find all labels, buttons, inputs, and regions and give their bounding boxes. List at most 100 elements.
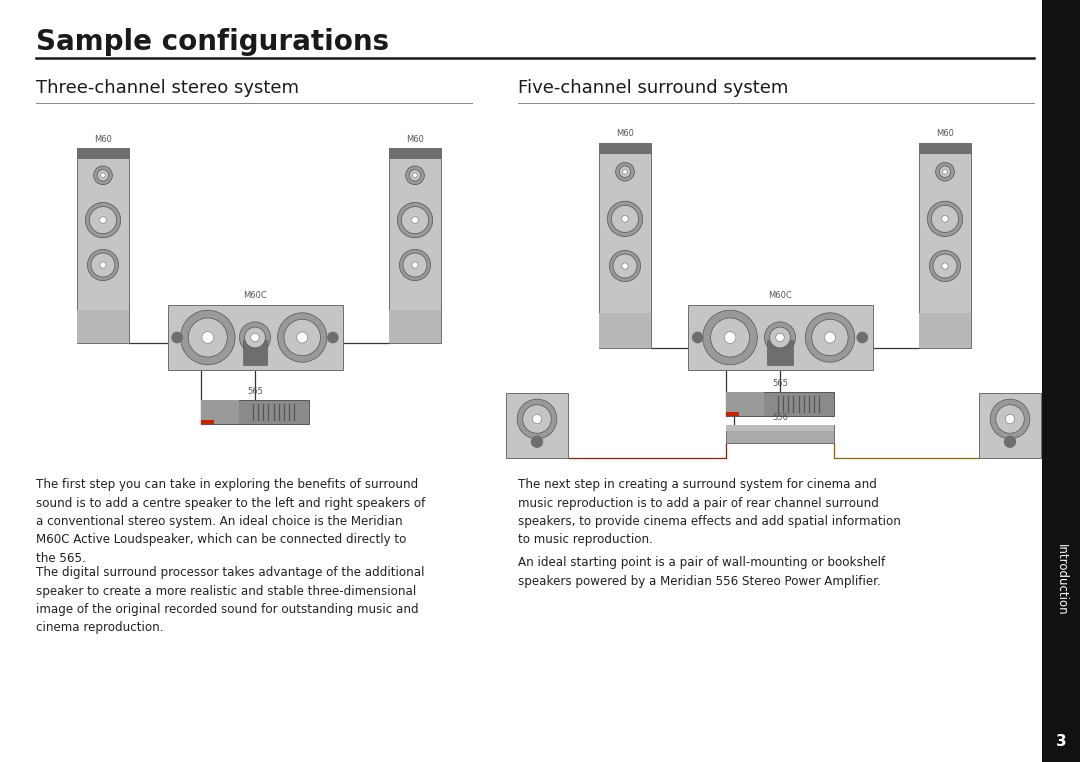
Circle shape: [824, 332, 836, 343]
Circle shape: [1003, 436, 1016, 448]
Circle shape: [90, 207, 117, 234]
Bar: [389, 148, 441, 158]
Circle shape: [411, 262, 418, 268]
Bar: [167, 305, 342, 370]
Text: Introduction: Introduction: [1054, 544, 1067, 616]
Circle shape: [613, 254, 637, 278]
Text: M60: M60: [936, 130, 954, 139]
Circle shape: [616, 162, 634, 181]
Circle shape: [284, 319, 321, 356]
Circle shape: [770, 327, 791, 348]
Circle shape: [935, 162, 955, 181]
Circle shape: [100, 173, 106, 178]
Circle shape: [202, 331, 214, 344]
Circle shape: [403, 253, 427, 277]
Circle shape: [240, 322, 271, 353]
Circle shape: [172, 331, 183, 344]
Circle shape: [517, 399, 557, 439]
Bar: [77, 148, 129, 158]
Text: 3: 3: [1055, 735, 1066, 750]
Bar: [201, 400, 309, 424]
Bar: [726, 425, 834, 431]
Bar: [201, 400, 239, 424]
Text: Five-channel surround system: Five-channel surround system: [518, 79, 788, 97]
Circle shape: [532, 415, 542, 424]
Circle shape: [725, 331, 735, 344]
Circle shape: [933, 254, 957, 278]
Circle shape: [765, 322, 796, 353]
Circle shape: [996, 405, 1024, 434]
Circle shape: [619, 166, 631, 178]
Bar: [599, 143, 651, 348]
Circle shape: [409, 170, 421, 181]
Text: 556: 556: [772, 412, 788, 421]
Bar: [919, 143, 971, 348]
Text: 565: 565: [772, 379, 788, 389]
Circle shape: [931, 205, 959, 232]
Circle shape: [400, 249, 431, 280]
Circle shape: [523, 405, 551, 434]
Text: An ideal starting point is a pair of wall-mounting or bookshelf
speakers powered: An ideal starting point is a pair of wal…: [518, 556, 886, 588]
Circle shape: [413, 173, 417, 178]
Bar: [389, 148, 441, 343]
Circle shape: [406, 166, 424, 184]
Circle shape: [397, 203, 433, 238]
Circle shape: [327, 331, 339, 344]
Circle shape: [692, 331, 703, 344]
Circle shape: [99, 262, 106, 268]
Circle shape: [711, 318, 750, 357]
Circle shape: [85, 203, 121, 238]
Text: 565: 565: [247, 388, 262, 396]
Bar: [201, 420, 214, 424]
Bar: [919, 143, 971, 154]
Bar: [507, 393, 568, 458]
Circle shape: [943, 169, 947, 174]
Circle shape: [806, 312, 854, 362]
Bar: [599, 143, 651, 154]
Circle shape: [703, 310, 757, 365]
Circle shape: [297, 332, 308, 343]
Circle shape: [611, 205, 638, 232]
Circle shape: [775, 333, 784, 341]
Text: M60: M60: [406, 135, 424, 143]
Bar: [688, 305, 873, 370]
Bar: [726, 425, 834, 443]
Text: The first step you can take in exploring the benefits of surround
sound is to ad: The first step you can take in exploring…: [36, 478, 426, 565]
Text: M60: M60: [94, 135, 112, 143]
Bar: [1042, 0, 1080, 762]
Circle shape: [607, 201, 643, 236]
Bar: [919, 313, 971, 348]
Circle shape: [251, 333, 259, 341]
Text: The next step in creating a surround system for cinema and
music reproduction is: The next step in creating a surround sys…: [518, 478, 901, 546]
Text: M60: M60: [616, 130, 634, 139]
Circle shape: [411, 216, 418, 223]
Bar: [726, 392, 834, 416]
Circle shape: [278, 312, 327, 362]
Circle shape: [87, 249, 119, 280]
Bar: [389, 310, 441, 343]
Text: Sample configurations: Sample configurations: [36, 28, 389, 56]
Circle shape: [856, 331, 868, 344]
Text: Three-channel stereo system: Three-channel stereo system: [36, 79, 299, 97]
Circle shape: [94, 166, 112, 184]
Circle shape: [1005, 415, 1014, 424]
Bar: [77, 148, 129, 343]
Circle shape: [928, 201, 962, 236]
Circle shape: [942, 263, 948, 269]
Circle shape: [990, 399, 1030, 439]
Bar: [599, 313, 651, 348]
Circle shape: [91, 253, 114, 277]
Bar: [978, 393, 1041, 458]
Bar: [767, 340, 793, 365]
Circle shape: [812, 319, 848, 356]
Circle shape: [99, 216, 106, 223]
Circle shape: [622, 263, 629, 269]
Bar: [726, 392, 764, 416]
Circle shape: [188, 318, 227, 357]
Circle shape: [402, 207, 429, 234]
Circle shape: [940, 166, 950, 178]
Circle shape: [942, 216, 948, 223]
Bar: [243, 340, 267, 365]
Circle shape: [530, 436, 543, 448]
Circle shape: [244, 327, 266, 348]
